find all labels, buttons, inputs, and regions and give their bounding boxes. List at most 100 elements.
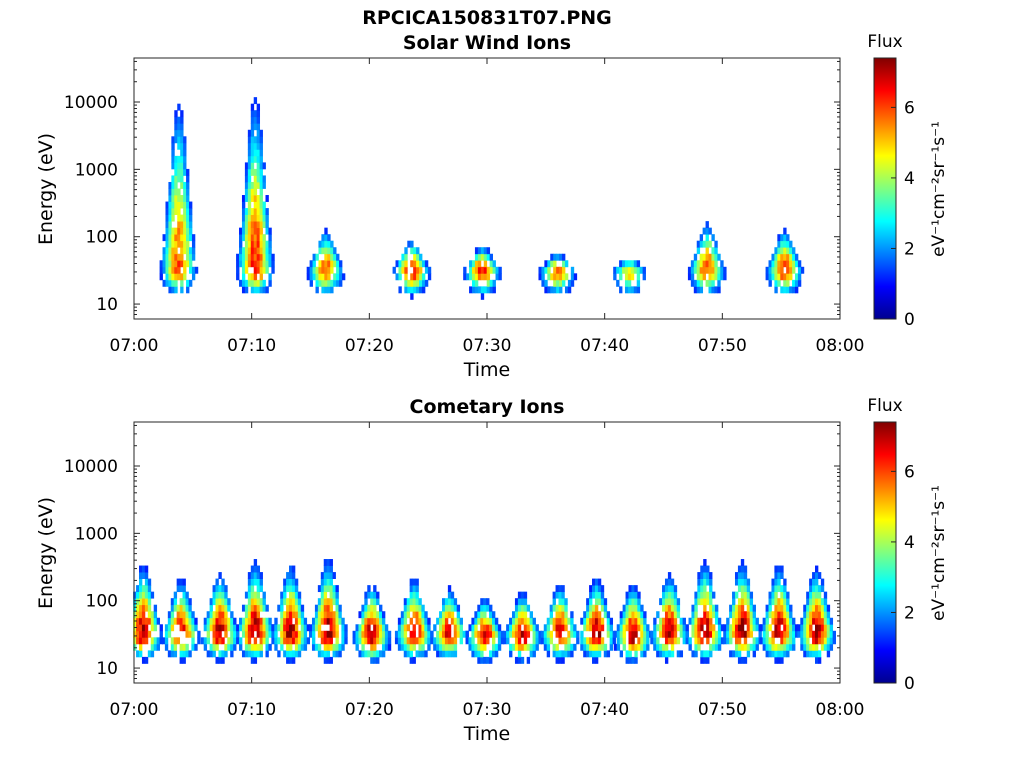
flux-cell: [700, 656, 704, 664]
flux-cell: [441, 637, 446, 645]
flux-cell: [291, 591, 296, 599]
flux-cell: [139, 578, 143, 586]
flux-cell: [268, 253, 272, 261]
flux-cell: [150, 624, 155, 632]
flux-cell: [640, 604, 644, 612]
flux-cell: [814, 643, 819, 651]
flux-cell: [355, 624, 359, 632]
flux-cell: [177, 123, 181, 131]
flux-cell: [786, 234, 790, 242]
flux-cell: [320, 598, 325, 606]
flux-cell: [740, 559, 745, 566]
flux-cell: [253, 149, 258, 157]
flux-cell: [694, 604, 698, 612]
flux-cell: [786, 624, 790, 632]
flux-cell: [691, 611, 695, 619]
flux-cell: [167, 630, 172, 638]
flux-cell: [619, 260, 623, 268]
flux-cell: [597, 630, 602, 638]
flux-cell: [703, 591, 707, 599]
flux-cell: [768, 266, 772, 274]
flux-cell: [427, 637, 431, 645]
flux-cell: [627, 286, 632, 294]
flux-cell: [789, 604, 793, 612]
flux-cell: [182, 578, 186, 586]
flux-cell: [326, 604, 331, 612]
flux-cell: [430, 630, 434, 638]
flux-cell: [289, 578, 293, 586]
flux-cell: [777, 656, 781, 664]
flux-cell: [159, 637, 163, 645]
flux-cell: [289, 572, 293, 579]
flux-cell: [564, 637, 568, 645]
flux-cell: [820, 578, 825, 586]
flux-cell: [709, 643, 713, 651]
x-tick-label: 08:00: [816, 336, 865, 356]
flux-cell: [312, 273, 316, 281]
flux-cell: [247, 604, 252, 612]
flux-cell: [691, 617, 695, 625]
flux-cell: [624, 279, 629, 287]
flux-cell: [624, 286, 629, 294]
flux-cell: [723, 624, 727, 632]
flux-cell: [631, 598, 635, 606]
flux-cell: [634, 624, 638, 632]
flux-cell: [221, 650, 225, 658]
flux-cell: [215, 643, 219, 651]
flux-cell: [439, 611, 443, 619]
flux-cell: [771, 273, 775, 281]
flux-cell: [171, 286, 175, 294]
flux-cell: [294, 650, 299, 658]
flux-cell: [424, 279, 429, 287]
flux-cell: [743, 630, 748, 638]
flux-cell: [215, 624, 219, 632]
flux-cell: [370, 591, 374, 599]
flux-cell: [580, 643, 584, 651]
flux-cell: [141, 565, 146, 573]
flux-cell: [486, 266, 491, 274]
flux-cell: [286, 611, 290, 619]
flux-cell: [289, 637, 293, 645]
flux-cell: [705, 227, 709, 235]
flux-cell: [688, 643, 692, 651]
flux-cell: [253, 650, 258, 658]
flux-cell: [387, 630, 392, 638]
flux-cell: [543, 637, 548, 645]
flux-cell: [262, 214, 266, 222]
flux-cell: [283, 617, 287, 625]
flux-cell: [150, 637, 155, 645]
flux-cell: [418, 630, 422, 638]
flux-cell: [729, 611, 733, 619]
flux-cell: [755, 643, 759, 651]
flux-cell: [603, 598, 608, 606]
flux-cell: [253, 195, 258, 202]
flux-cell: [180, 214, 184, 222]
flux-cell: [253, 598, 258, 606]
flux-cell: [144, 617, 149, 625]
flux-cell: [330, 279, 334, 287]
flux-cell: [806, 617, 810, 625]
flux-cell: [329, 572, 333, 579]
flux-cell: [262, 598, 266, 606]
flux-cell: [691, 630, 695, 638]
flux-cell: [259, 195, 263, 202]
flux-cell: [640, 611, 644, 619]
flux-cell: [224, 617, 228, 625]
flux-cell: [212, 598, 216, 606]
flux-cell: [743, 585, 748, 593]
flux-cell: [212, 643, 216, 651]
flux-cell: [327, 273, 331, 281]
flux-cell: [259, 650, 263, 658]
flux-cell: [358, 624, 362, 632]
flux-cell: [737, 578, 742, 586]
flux-cell: [540, 630, 545, 638]
y-tick-label: 10000: [64, 93, 118, 113]
flux-cell: [634, 656, 638, 664]
flux-cell: [561, 650, 565, 658]
flux-cell: [250, 578, 255, 586]
flux-cell: [743, 578, 748, 586]
flux-cell: [139, 591, 143, 599]
flux-cell: [436, 637, 440, 645]
flux-cell: [286, 643, 290, 651]
flux-cell: [814, 624, 819, 632]
